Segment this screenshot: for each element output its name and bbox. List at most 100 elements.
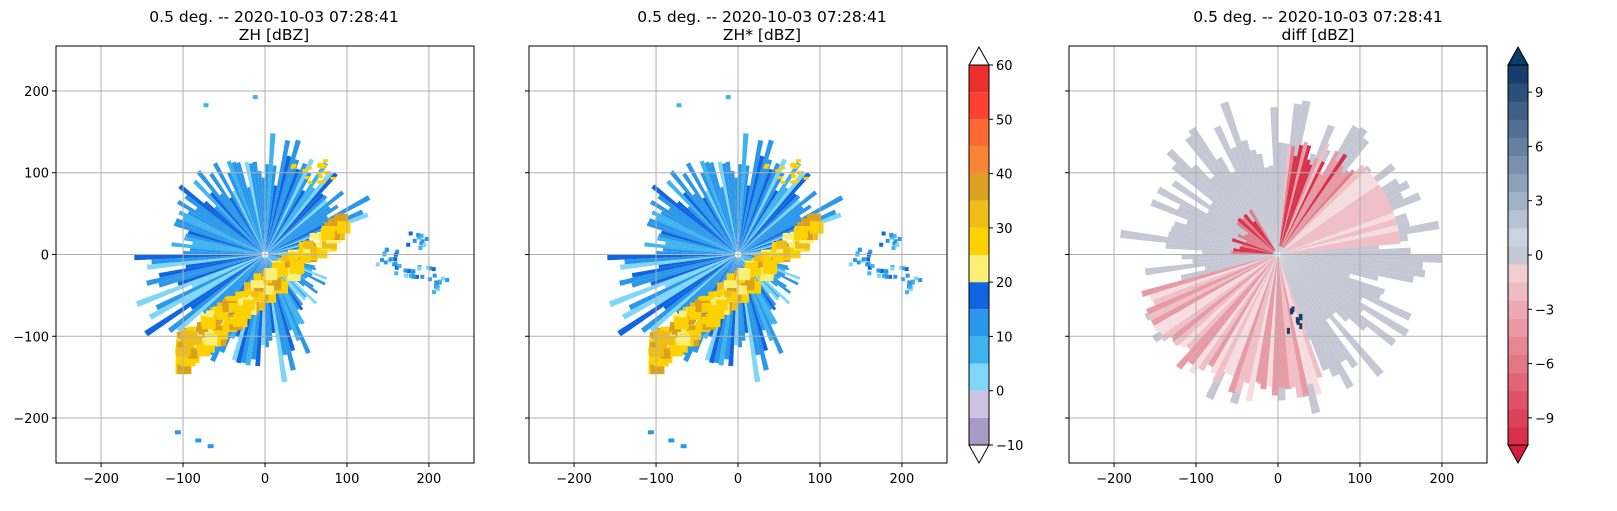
- echo-cell: [900, 277, 905, 282]
- echo-cell: [1278, 256, 1311, 341]
- echo-cell: [887, 274, 892, 279]
- colorbar-bin: [1508, 209, 1528, 229]
- echo-cell: [214, 206, 263, 253]
- echo-cell: [427, 277, 432, 282]
- echo-core: [336, 221, 351, 234]
- echo-diff: [1278, 258, 1290, 389]
- echo-cell: [907, 280, 912, 285]
- echo-cell: [419, 234, 424, 239]
- echo-cell: [738, 185, 751, 252]
- echo-cell: [1204, 254, 1276, 270]
- echo-diff: [1243, 258, 1278, 384]
- colorbar-frame: [968, 64, 990, 446]
- echo-cell: [677, 200, 736, 253]
- x-tick-label: 100: [808, 472, 833, 487]
- echo-core: [177, 341, 184, 348]
- echo-cell: [725, 161, 738, 252]
- echo-diff: [1284, 184, 1383, 251]
- echo-diff: [1236, 221, 1275, 252]
- echo-cell: [1279, 256, 1350, 323]
- echo-core: [711, 298, 719, 306]
- echo-cell: [406, 269, 411, 274]
- echo-diff: [1152, 255, 1275, 306]
- echo-core: [201, 316, 216, 330]
- echo-cell: [739, 168, 774, 252]
- echo-core: [215, 306, 224, 313]
- echo-diff: [1278, 258, 1284, 388]
- echo-cell: [412, 238, 417, 243]
- echo-cell: [692, 193, 737, 252]
- echo-cell: [244, 161, 265, 252]
- echo-core: [303, 253, 311, 260]
- panel-subtitle: ZH [dBZ]: [239, 26, 309, 44]
- echo-core: [243, 299, 255, 311]
- echo-cell: [388, 257, 393, 262]
- echo-cell: [669, 170, 737, 252]
- colorbar-tick-label: −9: [1535, 412, 1554, 427]
- echo-cell: [699, 160, 737, 252]
- echo-cell: [395, 249, 400, 254]
- echo-cell: [265, 165, 277, 252]
- echo-cell: [649, 256, 736, 333]
- echo-cell: [879, 242, 884, 247]
- echo-cell: [1279, 256, 1336, 316]
- echo-core: [278, 262, 286, 269]
- echo-core: [764, 163, 770, 167]
- echo-diff: [1299, 323, 1303, 330]
- echo-core: [206, 310, 214, 318]
- echo-core: [278, 267, 289, 277]
- colorbar-bin: [969, 92, 989, 120]
- echo-cell: [1279, 256, 1359, 369]
- echo-cell: [621, 256, 736, 320]
- echo-cell: [178, 210, 263, 254]
- x-tick-label: 200: [417, 472, 442, 487]
- echo-cell: [1180, 255, 1276, 281]
- echo-core: [307, 166, 313, 170]
- echo-cell: [1280, 254, 1426, 278]
- echo-cell: [734, 177, 738, 252]
- echo-core: [263, 285, 275, 295]
- echo-cell: [740, 217, 811, 254]
- echo-diff: [1147, 256, 1275, 321]
- echo-cell: [740, 193, 798, 253]
- echo-core: [660, 349, 671, 359]
- echo-cell: [1278, 142, 1284, 253]
- colorbar-tick-label: −3: [1535, 303, 1554, 318]
- colorbar-bin: [969, 417, 989, 445]
- echo-cell: [424, 237, 429, 242]
- echo-core: [699, 295, 711, 306]
- echo-cell: [406, 242, 411, 247]
- echo-core: [284, 260, 295, 269]
- echo-cell: [617, 256, 736, 337]
- echo-diff: [1153, 256, 1275, 332]
- echo-cell: [702, 197, 737, 252]
- echo-cell: [867, 271, 872, 276]
- echo-diff: [1281, 173, 1323, 248]
- echo-diff: [1285, 224, 1399, 253]
- x-tick-label: 0: [734, 472, 742, 487]
- echo-cell: [231, 161, 265, 252]
- echo-cell: [267, 215, 329, 253]
- echo-cell: [848, 262, 853, 267]
- colorbar-bin: [969, 173, 989, 201]
- echo-diff: [1145, 256, 1275, 315]
- echo-cell: [918, 278, 923, 283]
- echo-cell: [653, 256, 736, 307]
- echo-cell: [1279, 256, 1384, 377]
- echo-diff: [1241, 244, 1274, 254]
- echo-diff: [1198, 257, 1276, 372]
- echo-cell: [187, 210, 263, 253]
- grid: [1069, 46, 1487, 463]
- echo-diff: [1280, 164, 1313, 247]
- echo-cell: [1279, 255, 1397, 347]
- colorbar-bin: [969, 119, 989, 147]
- echo-cell: [176, 256, 263, 333]
- echo-cell: [647, 430, 654, 435]
- echo-cell: [739, 171, 785, 252]
- echo-cell: [730, 170, 738, 252]
- echo-cell: [187, 230, 262, 254]
- colorbar-extend-min: [1507, 444, 1529, 465]
- echo-cell: [1278, 256, 1329, 371]
- echo-diff: [1285, 212, 1396, 253]
- echo-core: [304, 176, 310, 180]
